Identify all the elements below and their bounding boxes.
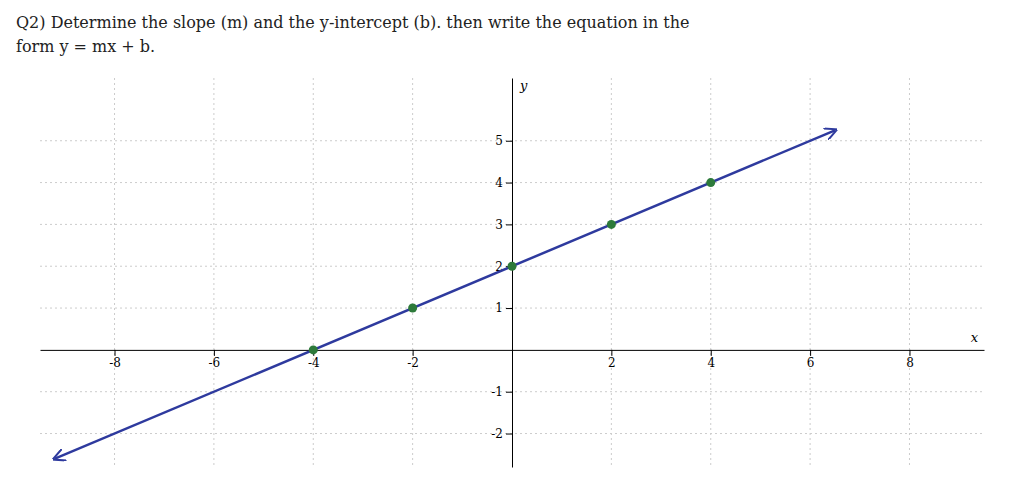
grid-line — [909, 78, 910, 467]
tick: 3 — [495, 218, 512, 232]
axis-line — [512, 79, 513, 468]
tick: 5 — [495, 134, 512, 148]
point — [706, 178, 715, 187]
grid-line — [213, 78, 214, 467]
tick-mark — [711, 350, 712, 356]
tick: 2 — [608, 350, 616, 371]
point — [508, 262, 517, 271]
x-axis-label: x — [971, 330, 979, 345]
tick-label: 2 — [608, 356, 616, 370]
tick: 8 — [906, 350, 914, 371]
tick: 4 — [707, 350, 715, 371]
grid-line — [611, 78, 612, 467]
tick: -6 — [209, 350, 221, 371]
tick-mark — [506, 224, 512, 225]
tick: -8 — [109, 350, 121, 371]
tick-label: 3 — [495, 218, 503, 232]
plot: -8-6-4-22468-2-112345xy — [40, 78, 985, 468]
tick: -1 — [491, 385, 512, 399]
tick: -2 — [407, 350, 419, 371]
tick-label: -4 — [308, 356, 320, 370]
tick-label: 1 — [495, 301, 503, 315]
grid-line — [313, 78, 314, 467]
grid-line — [114, 78, 115, 467]
subtitle: form y = mx + b. — [16, 37, 155, 56]
tick-label: 4 — [707, 356, 715, 370]
grid-line — [810, 78, 811, 467]
point — [607, 220, 616, 229]
tick-label: -1 — [491, 385, 503, 399]
grid-line — [412, 78, 413, 467]
tick-label: -2 — [407, 356, 419, 370]
data — [55, 130, 835, 458]
tick-label: 6 — [807, 356, 815, 370]
tick-mark — [909, 350, 910, 356]
tick-mark — [214, 350, 215, 356]
tick-label: 5 — [495, 134, 503, 148]
tick-mark — [611, 350, 612, 356]
tick: 1 — [495, 301, 512, 315]
tick-mark — [506, 308, 512, 309]
grid-line — [710, 78, 711, 467]
tick-label: 8 — [906, 356, 914, 370]
chart: Q2) Determine the slope (m) and the y-in… — [0, 0, 1024, 491]
tick-mark — [506, 141, 512, 142]
tick-mark — [506, 392, 512, 393]
tick: 4 — [495, 176, 512, 190]
point — [309, 345, 318, 354]
tick-label: -8 — [109, 356, 121, 370]
tick-mark — [506, 434, 512, 435]
tick-mark — [506, 183, 512, 184]
y-axis-label: y — [519, 78, 528, 93]
title: Q2) Determine the slope (m) and the y-in… — [16, 13, 690, 32]
tick-label: -2 — [491, 427, 503, 441]
tick-mark — [810, 350, 811, 356]
tick-label: 4 — [495, 176, 503, 190]
tick: 6 — [807, 350, 815, 371]
line — [55, 130, 835, 458]
point — [408, 304, 417, 313]
tick-label: -6 — [209, 356, 221, 370]
tick-mark — [413, 350, 414, 356]
tick: -2 — [491, 427, 512, 441]
grid — [40, 78, 984, 467]
tick-mark — [115, 350, 116, 356]
